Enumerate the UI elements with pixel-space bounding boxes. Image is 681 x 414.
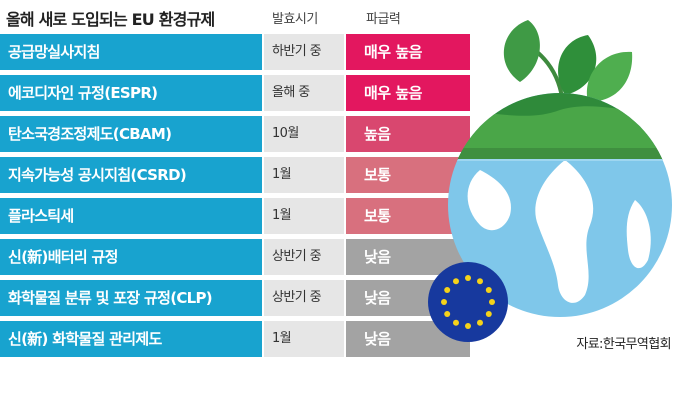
effective-timing: 1월 — [264, 157, 344, 193]
effective-timing: 올해 중 — [264, 75, 344, 111]
table-row: 지속가능성 공시지침(CSRD) 1월 보통 — [0, 157, 470, 193]
table-row: 공급망실사지침 하반기 중 매우 높음 — [0, 34, 470, 70]
impact-badge: 매우 높음 — [346, 34, 470, 70]
regulation-name: 탄소국경조정제도(CBAM) — [0, 116, 262, 152]
effective-timing: 1월 — [264, 321, 344, 357]
effective-timing: 상반기 중 — [264, 239, 344, 275]
table-row: 플라스틱세 1월 보통 — [0, 198, 470, 234]
header-timing: 발효시기 — [272, 12, 318, 27]
header-impact: 파급력 — [366, 12, 401, 27]
impact-badge: 높음 — [346, 116, 470, 152]
earth-with-sprout-and-eu-flag-icon — [428, 20, 672, 342]
regulation-name: 에코디자인 규정(ESPR) — [0, 75, 262, 111]
effective-timing: 1월 — [264, 198, 344, 234]
impact-badge: 보통 — [346, 157, 470, 193]
table-row: 에코디자인 규정(ESPR) 올해 중 매우 높음 — [0, 75, 470, 111]
regulation-name: 화학물질 분류 및 포장 규정(CLP) — [0, 280, 262, 316]
table-row: 신(新)배터리 규정 상반기 중 낮음 — [0, 239, 470, 275]
regulation-name: 신(新) 화학물질 관리제도 — [0, 321, 262, 357]
regulation-name: 신(新)배터리 규정 — [0, 239, 262, 275]
regulation-name: 공급망실사지침 — [0, 34, 262, 70]
impact-badge: 매우 높음 — [346, 75, 470, 111]
table-row: 탄소국경조정제도(CBAM) 10월 높음 — [0, 116, 470, 152]
regulation-name: 플라스틱세 — [0, 198, 262, 234]
table-row: 신(新) 화학물질 관리제도 1월 낮음 — [0, 321, 470, 357]
regulation-table: 공급망실사지침 하반기 중 매우 높음 에코디자인 규정(ESPR) 올해 중 … — [0, 34, 470, 362]
effective-timing: 상반기 중 — [264, 280, 344, 316]
table-row: 화학물질 분류 및 포장 규정(CLP) 상반기 중 낮음 — [0, 280, 470, 316]
source-note: 자료:한국무역협회 — [576, 337, 671, 352]
regulation-name: 지속가능성 공시지침(CSRD) — [0, 157, 262, 193]
effective-timing: 하반기 중 — [264, 34, 344, 70]
effective-timing: 10월 — [264, 116, 344, 152]
chart-title: 올해 새로 도입되는 EU 환경규제 — [6, 10, 215, 29]
